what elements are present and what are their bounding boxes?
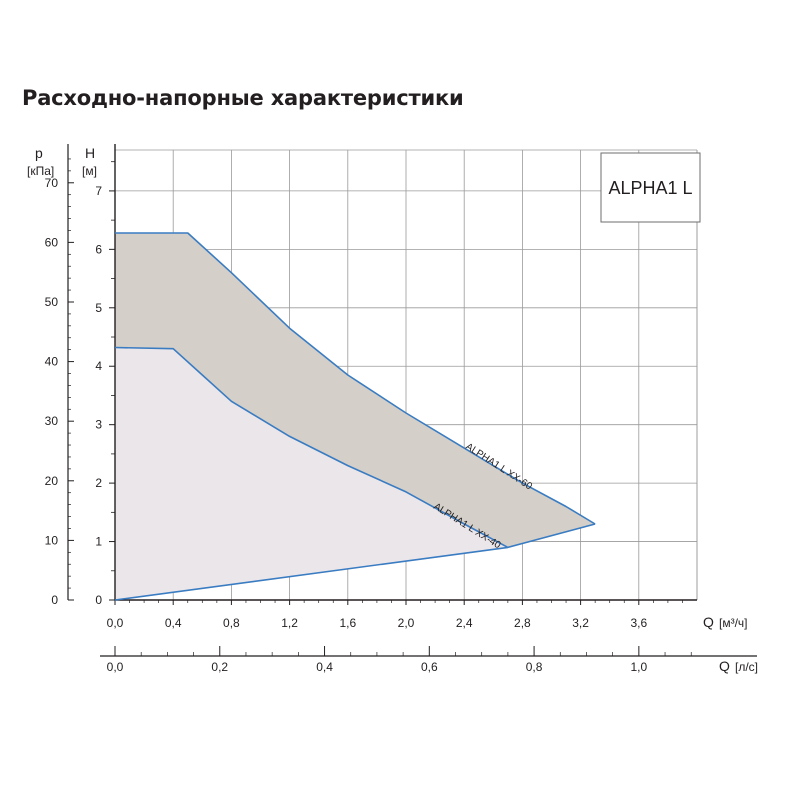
x-flow-tick-label: 2,8 [514, 616, 531, 630]
y-head-axis-letter: H [85, 145, 95, 161]
x-flow-tick-label: 0,0 [107, 616, 124, 630]
curve-fill-areas [115, 233, 596, 600]
y-head-axis-unit: [м] [82, 164, 97, 178]
y-head-tick-label: 2 [95, 476, 102, 490]
y-pressure-tick-label: 20 [45, 474, 59, 488]
y-pressure-tick-label: 30 [45, 414, 59, 428]
y-head-tick-label: 7 [95, 184, 102, 198]
curve-xx-40 [114, 346, 509, 549]
x-ls-tick-label: 0,2 [211, 660, 228, 674]
x-flow-tick-label: 2,0 [398, 616, 415, 630]
y-head-tick-label: 1 [95, 535, 102, 549]
y-pressure-tick-label: 60 [45, 235, 59, 249]
model-label: ALPHA1 L [608, 178, 692, 198]
x-flow-tick-label: 1,2 [281, 616, 298, 630]
x-ls-tick-label: 0,8 [526, 660, 543, 674]
curves [114, 232, 596, 601]
y-pressure-tick-label: 70 [45, 176, 59, 190]
x-flow-m3h-axis-unit: [м³/ч] [719, 616, 748, 630]
y-pressure-tick-label: 50 [45, 295, 59, 309]
x-ls-tick-label: 0,4 [316, 660, 333, 674]
region-below-xx-40 [115, 347, 508, 600]
x-ls-tick-label: 0,0 [107, 660, 124, 674]
x-flow-tick-label: 2,4 [456, 616, 473, 630]
x-ls-tick-label: 0,6 [421, 660, 438, 674]
x-flow-tick-label: 3,2 [572, 616, 589, 630]
model-legend-box: ALPHA1 L [600, 152, 701, 223]
x-flow-ls-axis-letter: Q [719, 658, 730, 674]
axes [67, 144, 757, 657]
x-flow-tick-label: 3,6 [630, 616, 647, 630]
x-flow-tick-label: 0,4 [165, 616, 182, 630]
y-pressure-axis-unit: [кПа] [27, 164, 54, 178]
y-head-tick-label: 6 [95, 242, 102, 256]
x-flow-tick-label: 0,8 [223, 616, 240, 630]
x-flow-tick-label: 1,6 [339, 616, 356, 630]
y-head-tick-label: 0 [95, 593, 102, 607]
y-pressure-tick-label: 10 [45, 533, 59, 547]
y-head-tick-label: 4 [95, 359, 102, 373]
x-flow-m3h-axis-letter: Q [703, 614, 714, 630]
x-ls-tick-label: 1,0 [631, 660, 648, 674]
y-head-tick-label: 5 [95, 301, 102, 315]
curve-min-limit [114, 523, 596, 601]
y-pressure-tick-label: 0 [51, 593, 58, 607]
x-flow-ls-axis-unit: [л/с] [735, 660, 758, 674]
y-pressure-tick-label: 40 [45, 355, 59, 369]
region-between-curves [115, 233, 596, 548]
y-pressure-axis-letter: p [35, 145, 43, 161]
page-title: Расходно-напорные характеристики [22, 86, 464, 110]
y-head-tick-label: 3 [95, 418, 102, 432]
curve-xx-60 [115, 232, 596, 525]
